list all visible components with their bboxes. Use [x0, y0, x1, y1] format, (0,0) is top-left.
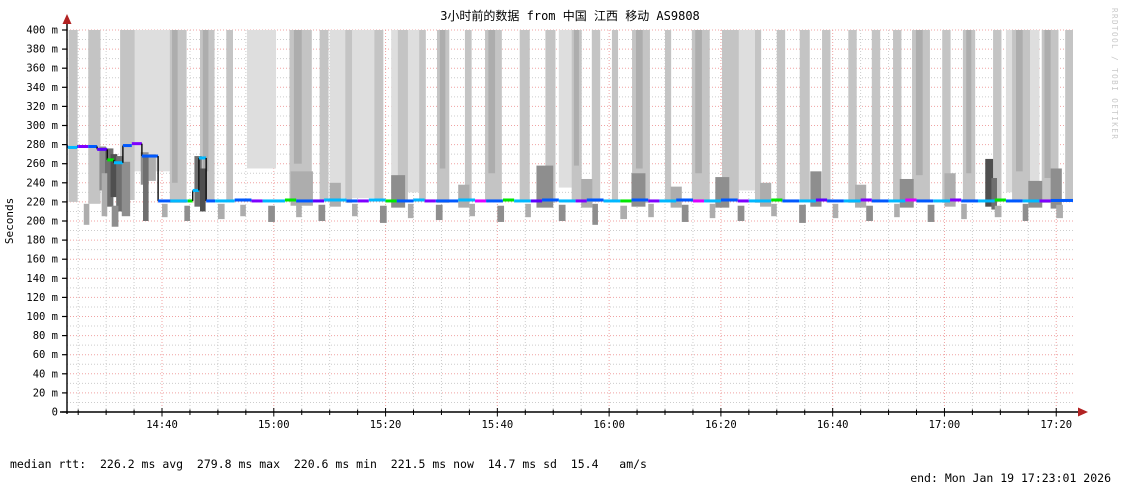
svg-text:15:40: 15:40 [482, 419, 514, 430]
end-timestamp: end: Mon Jan 19 17:23:01 2026 [910, 471, 1111, 485]
watermark-rrdtool: RRDTOOL / TOBI OETIKER [1110, 8, 1119, 140]
svg-text:17:00: 17:00 [929, 419, 961, 430]
svg-text:80 m: 80 m [33, 330, 58, 342]
axes: 400 m 380 m 360 m 340 m 320 m 300 m 280 m 260 m… [26, 14, 1088, 430]
latency-chart-canvas: 400 m 380 m 360 m 340 m 320 m 300 m 280 m 260 m… [3, 8, 1119, 430]
svg-text:16:20: 16:20 [705, 419, 737, 430]
y-axis-arrow-icon [62, 14, 72, 24]
chart-title: 3小时前的数据 from 中国 江西 移动 AS9808 [440, 8, 700, 23]
stats-median-rtt: median rtt: 226.2 ms avg 279.8 ms max 22… [10, 456, 647, 471]
svg-text:15:20: 15:20 [370, 419, 402, 430]
svg-text:280 m: 280 m [26, 139, 58, 151]
svg-text:360 m: 360 m [26, 63, 58, 75]
svg-text:200 m: 200 m [26, 216, 58, 228]
svg-text:300 m: 300 m [26, 120, 58, 132]
smoke-bars [68, 30, 1073, 227]
svg-text:160 m: 160 m [26, 254, 58, 266]
svg-text:120 m: 120 m [26, 292, 58, 304]
svg-text:40 m: 40 m [33, 368, 58, 380]
svg-text:0: 0 [52, 407, 58, 419]
svg-text:15:00: 15:00 [258, 419, 290, 430]
svg-text:20 m: 20 m [33, 387, 58, 399]
svg-text:320 m: 320 m [26, 101, 58, 113]
y-axis-title: Seconds [3, 198, 16, 244]
stats-block: median rtt: 226.2 ms avg 279.8 ms max 22… [10, 431, 647, 494]
svg-text:260 m: 260 m [26, 158, 58, 170]
svg-text:140 m: 140 m [26, 273, 58, 285]
svg-text:60 m: 60 m [33, 349, 58, 361]
svg-text:380 m: 380 m [26, 44, 58, 56]
svg-text:14:40: 14:40 [146, 419, 178, 430]
svg-text:17:20: 17:20 [1040, 419, 1072, 430]
svg-text:180 m: 180 m [26, 235, 58, 247]
svg-text:220 m: 220 m [26, 196, 58, 208]
x-axis-arrow-icon [1078, 407, 1088, 417]
median-line [67, 142, 1073, 203]
svg-text:16:40: 16:40 [817, 419, 849, 430]
svg-text:400 m: 400 m [26, 25, 58, 37]
svg-text:240 m: 240 m [26, 177, 58, 189]
svg-text:100 m: 100 m [26, 311, 58, 323]
svg-text:16:00: 16:00 [593, 419, 625, 430]
svg-text:340 m: 340 m [26, 82, 58, 94]
